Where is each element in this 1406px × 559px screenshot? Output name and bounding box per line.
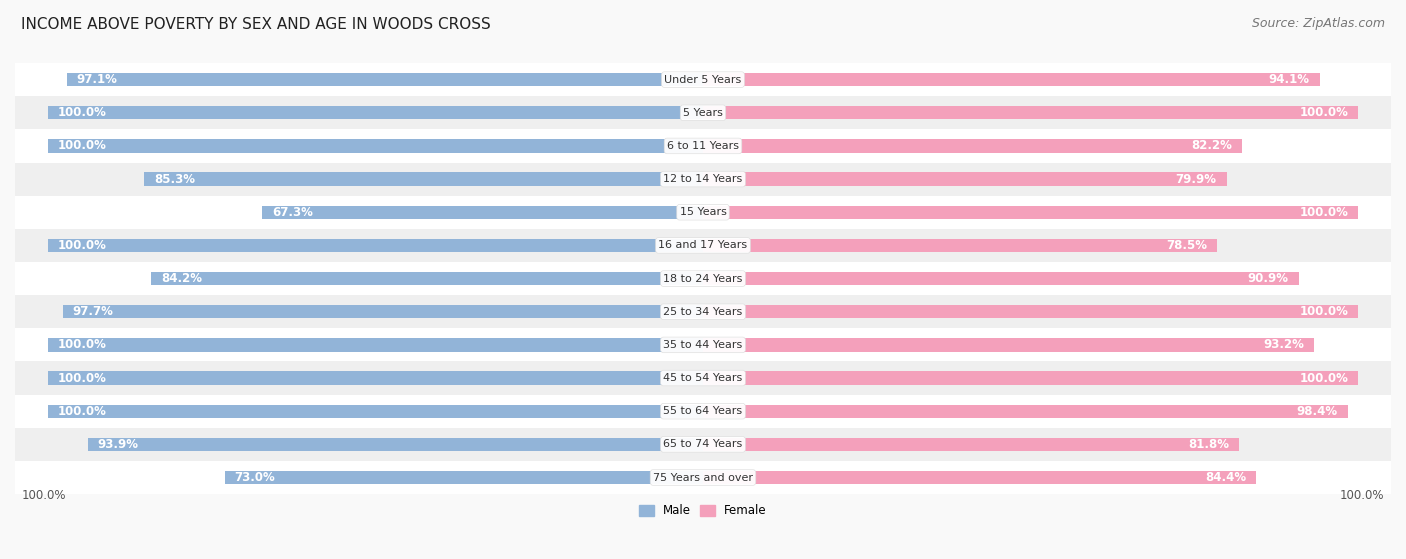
Bar: [225, 471, 703, 484]
Text: 100.0%: 100.0%: [58, 106, 107, 119]
Text: 100.0%: 100.0%: [58, 372, 107, 385]
Text: 84.4%: 84.4%: [1205, 471, 1246, 484]
Text: 85.3%: 85.3%: [153, 173, 195, 186]
Text: 100.0%: 100.0%: [1299, 372, 1348, 385]
Text: 78.5%: 78.5%: [1167, 239, 1208, 252]
Text: Source: ZipAtlas.com: Source: ZipAtlas.com: [1251, 17, 1385, 30]
Bar: [0, 395, 1406, 428]
Bar: [703, 106, 1358, 120]
Text: 73.0%: 73.0%: [235, 471, 276, 484]
Text: 35 to 44 Years: 35 to 44 Years: [664, 340, 742, 350]
Bar: [48, 139, 703, 153]
Bar: [703, 173, 1226, 186]
Text: 75 Years and over: 75 Years and over: [652, 472, 754, 482]
Text: 45 to 54 Years: 45 to 54 Years: [664, 373, 742, 383]
Bar: [703, 405, 1348, 418]
Bar: [48, 371, 703, 385]
Bar: [48, 338, 703, 352]
Bar: [703, 438, 1239, 451]
Text: 18 to 24 Years: 18 to 24 Years: [664, 273, 742, 283]
Bar: [87, 438, 703, 451]
Bar: [48, 106, 703, 120]
Text: 100.0%: 100.0%: [58, 239, 107, 252]
Text: 5 Years: 5 Years: [683, 108, 723, 118]
Text: 98.4%: 98.4%: [1296, 405, 1339, 418]
Bar: [0, 295, 1406, 328]
Bar: [0, 229, 1406, 262]
Bar: [0, 63, 1406, 96]
Text: 93.9%: 93.9%: [97, 438, 139, 451]
Text: 97.7%: 97.7%: [73, 305, 114, 318]
Text: 25 to 34 Years: 25 to 34 Years: [664, 307, 742, 317]
Bar: [703, 272, 1299, 285]
Text: 81.8%: 81.8%: [1188, 438, 1229, 451]
Text: 79.9%: 79.9%: [1175, 173, 1216, 186]
Text: 100.0%: 100.0%: [58, 139, 107, 153]
Text: 15 Years: 15 Years: [679, 207, 727, 217]
Text: 16 and 17 Years: 16 and 17 Years: [658, 240, 748, 250]
Bar: [0, 262, 1406, 295]
Bar: [152, 272, 703, 285]
Text: 100.0%: 100.0%: [58, 405, 107, 418]
Bar: [0, 129, 1406, 163]
Bar: [48, 239, 703, 252]
Text: 100.0%: 100.0%: [1299, 106, 1348, 119]
Bar: [703, 206, 1358, 219]
Text: 100.0%: 100.0%: [1299, 305, 1348, 318]
Bar: [703, 305, 1358, 319]
Text: 100.0%: 100.0%: [1299, 206, 1348, 219]
Text: 55 to 64 Years: 55 to 64 Years: [664, 406, 742, 416]
Bar: [703, 239, 1218, 252]
Bar: [48, 405, 703, 418]
Bar: [66, 73, 703, 86]
Bar: [63, 305, 703, 319]
Text: 97.1%: 97.1%: [76, 73, 118, 86]
Text: Under 5 Years: Under 5 Years: [665, 74, 741, 84]
Bar: [0, 328, 1406, 362]
Bar: [703, 338, 1313, 352]
Text: 84.2%: 84.2%: [162, 272, 202, 285]
Bar: [0, 362, 1406, 395]
Bar: [0, 163, 1406, 196]
Text: 90.9%: 90.9%: [1247, 272, 1289, 285]
Text: 65 to 74 Years: 65 to 74 Years: [664, 439, 742, 449]
Text: 94.1%: 94.1%: [1268, 73, 1310, 86]
Legend: Male, Female: Male, Female: [634, 500, 772, 522]
Bar: [0, 196, 1406, 229]
Text: 100.0%: 100.0%: [58, 338, 107, 352]
Text: 67.3%: 67.3%: [271, 206, 312, 219]
Bar: [703, 371, 1358, 385]
Bar: [703, 139, 1241, 153]
Bar: [703, 471, 1256, 484]
Text: 100.0%: 100.0%: [21, 489, 66, 502]
Text: 6 to 11 Years: 6 to 11 Years: [666, 141, 740, 151]
Bar: [0, 461, 1406, 494]
Bar: [262, 206, 703, 219]
Bar: [143, 173, 703, 186]
Text: 82.2%: 82.2%: [1191, 139, 1232, 153]
Text: 100.0%: 100.0%: [1340, 489, 1385, 502]
Bar: [0, 428, 1406, 461]
Text: 12 to 14 Years: 12 to 14 Years: [664, 174, 742, 184]
Bar: [703, 73, 1320, 86]
Text: INCOME ABOVE POVERTY BY SEX AND AGE IN WOODS CROSS: INCOME ABOVE POVERTY BY SEX AND AGE IN W…: [21, 17, 491, 32]
Text: 93.2%: 93.2%: [1263, 338, 1303, 352]
Bar: [0, 96, 1406, 129]
